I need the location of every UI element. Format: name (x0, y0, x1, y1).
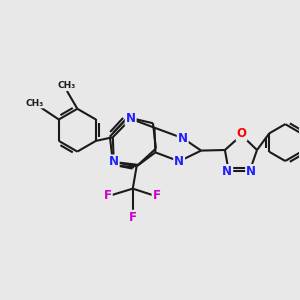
Text: N: N (222, 165, 232, 178)
Text: CH₃: CH₃ (58, 81, 76, 90)
Text: F: F (104, 189, 112, 202)
Text: N: N (174, 155, 184, 168)
Text: N: N (246, 165, 256, 178)
Text: F: F (129, 211, 137, 224)
Text: O: O (236, 127, 247, 140)
Text: N: N (126, 112, 136, 125)
Text: N: N (109, 155, 119, 168)
Text: F: F (152, 189, 160, 202)
Text: N: N (178, 132, 188, 145)
Text: CH₃: CH₃ (25, 99, 44, 108)
